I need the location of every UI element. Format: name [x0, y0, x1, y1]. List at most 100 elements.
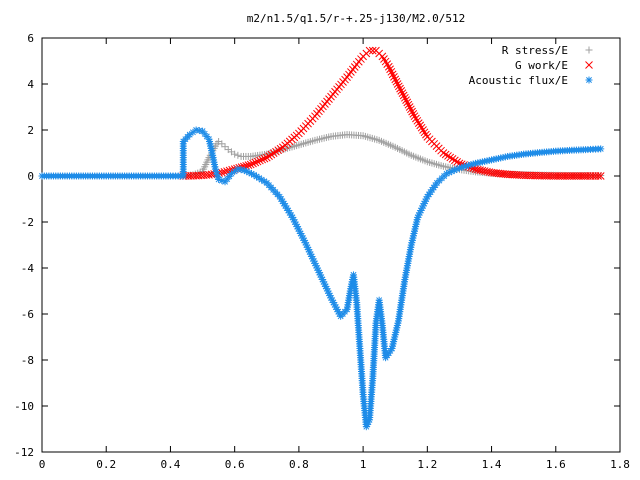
x-tick-label: 0.2	[96, 458, 116, 471]
legend-marker	[585, 61, 593, 69]
data-point	[295, 227, 303, 235]
data-point	[262, 153, 271, 162]
legend: R stress/E G work/E Acoustic flux/E	[469, 44, 593, 87]
data-point	[274, 146, 283, 155]
data-point	[417, 123, 426, 132]
data-point	[256, 156, 264, 165]
data-point	[408, 107, 416, 116]
x-tick-label: 1	[360, 458, 367, 471]
data-point	[451, 156, 459, 165]
data-point	[243, 167, 251, 175]
data-point	[399, 91, 408, 100]
x-tick-label: 0	[39, 458, 46, 471]
data-point	[410, 112, 419, 121]
data-point	[483, 167, 491, 176]
chart-title: m2/n1.5/q1.5/r-+.25-j130/M2.0/512	[247, 12, 466, 25]
data-point	[396, 84, 404, 93]
data-point	[390, 73, 398, 81]
data-point	[448, 155, 457, 163]
data-point	[393, 80, 402, 88]
legend-label: R stress/E	[502, 44, 568, 57]
data-point	[251, 158, 260, 167]
data-point	[403, 98, 412, 107]
data-point	[398, 89, 407, 98]
data-point	[189, 128, 197, 136]
data-point	[218, 140, 226, 148]
data-point	[422, 130, 430, 139]
x-tick-label: 1.8	[610, 458, 630, 471]
data-point	[444, 152, 452, 160]
data-point	[476, 166, 484, 174]
data-point	[387, 67, 396, 76]
data-point	[283, 204, 291, 212]
data-point	[473, 165, 482, 174]
data-point	[364, 418, 372, 426]
x-tick-label: 1.4	[482, 458, 502, 471]
data-point	[453, 158, 462, 166]
x-tick-label: 0.4	[161, 458, 181, 471]
data-point	[397, 87, 406, 95]
legend-marker	[585, 46, 593, 54]
y-tick-label: -4	[21, 262, 35, 275]
x-tick-label: 1.2	[417, 458, 437, 471]
y-axis: -12 -10 -8 -6 -4 -2 0 2 4 6	[14, 32, 620, 459]
data-point	[365, 46, 374, 55]
data-point	[299, 234, 307, 242]
data-point	[402, 96, 410, 104]
data-point	[405, 103, 414, 111]
data-point	[597, 145, 605, 153]
data-point	[594, 172, 603, 180]
data-point	[394, 82, 403, 91]
data-point	[480, 167, 489, 175]
data-point	[267, 150, 276, 159]
plot-frame	[41, 37, 621, 453]
y-tick-label: 4	[27, 78, 34, 91]
data-point	[419, 126, 427, 134]
data-point	[407, 105, 415, 114]
data-point	[265, 152, 273, 160]
data-point	[234, 151, 242, 159]
data-point	[392, 77, 401, 86]
data-point	[401, 93, 409, 102]
data-point	[413, 116, 422, 125]
series-2	[38, 126, 605, 431]
data-point	[269, 149, 278, 158]
series-layer	[38, 46, 605, 431]
data-point	[478, 166, 487, 175]
data-point	[412, 114, 420, 123]
x-tick-label: 0.6	[225, 458, 245, 471]
legend-marker	[585, 76, 593, 84]
data-point	[249, 159, 257, 168]
y-tick-label: -10	[14, 400, 34, 413]
data-point	[414, 119, 423, 127]
data-point	[272, 147, 280, 156]
data-point	[420, 128, 429, 137]
legend-label: G work/E	[515, 59, 568, 72]
data-point	[276, 144, 285, 153]
x-tick-label: 0.8	[289, 458, 309, 471]
data-point	[388, 70, 397, 79]
x-tick-label: 1.6	[546, 458, 566, 471]
data-point	[416, 121, 425, 130]
data-point	[287, 211, 295, 219]
y-tick-label: -8	[21, 354, 34, 367]
data-point	[384, 62, 393, 71]
data-point	[450, 166, 458, 174]
data-point	[368, 46, 377, 55]
y-tick-label: 6	[27, 32, 34, 45]
data-point	[231, 167, 239, 175]
data-point	[409, 110, 418, 118]
data-point	[221, 143, 229, 151]
data-point	[253, 157, 262, 166]
data-point	[439, 149, 448, 157]
data-point	[596, 172, 605, 180]
y-tick-label: 2	[27, 124, 34, 137]
data-point	[404, 100, 413, 109]
legend-label: Acoustic flux/E	[469, 74, 568, 87]
y-tick-label: -12	[14, 446, 34, 459]
data-point	[244, 161, 253, 170]
data-point	[441, 150, 450, 159]
data-point	[386, 65, 394, 74]
